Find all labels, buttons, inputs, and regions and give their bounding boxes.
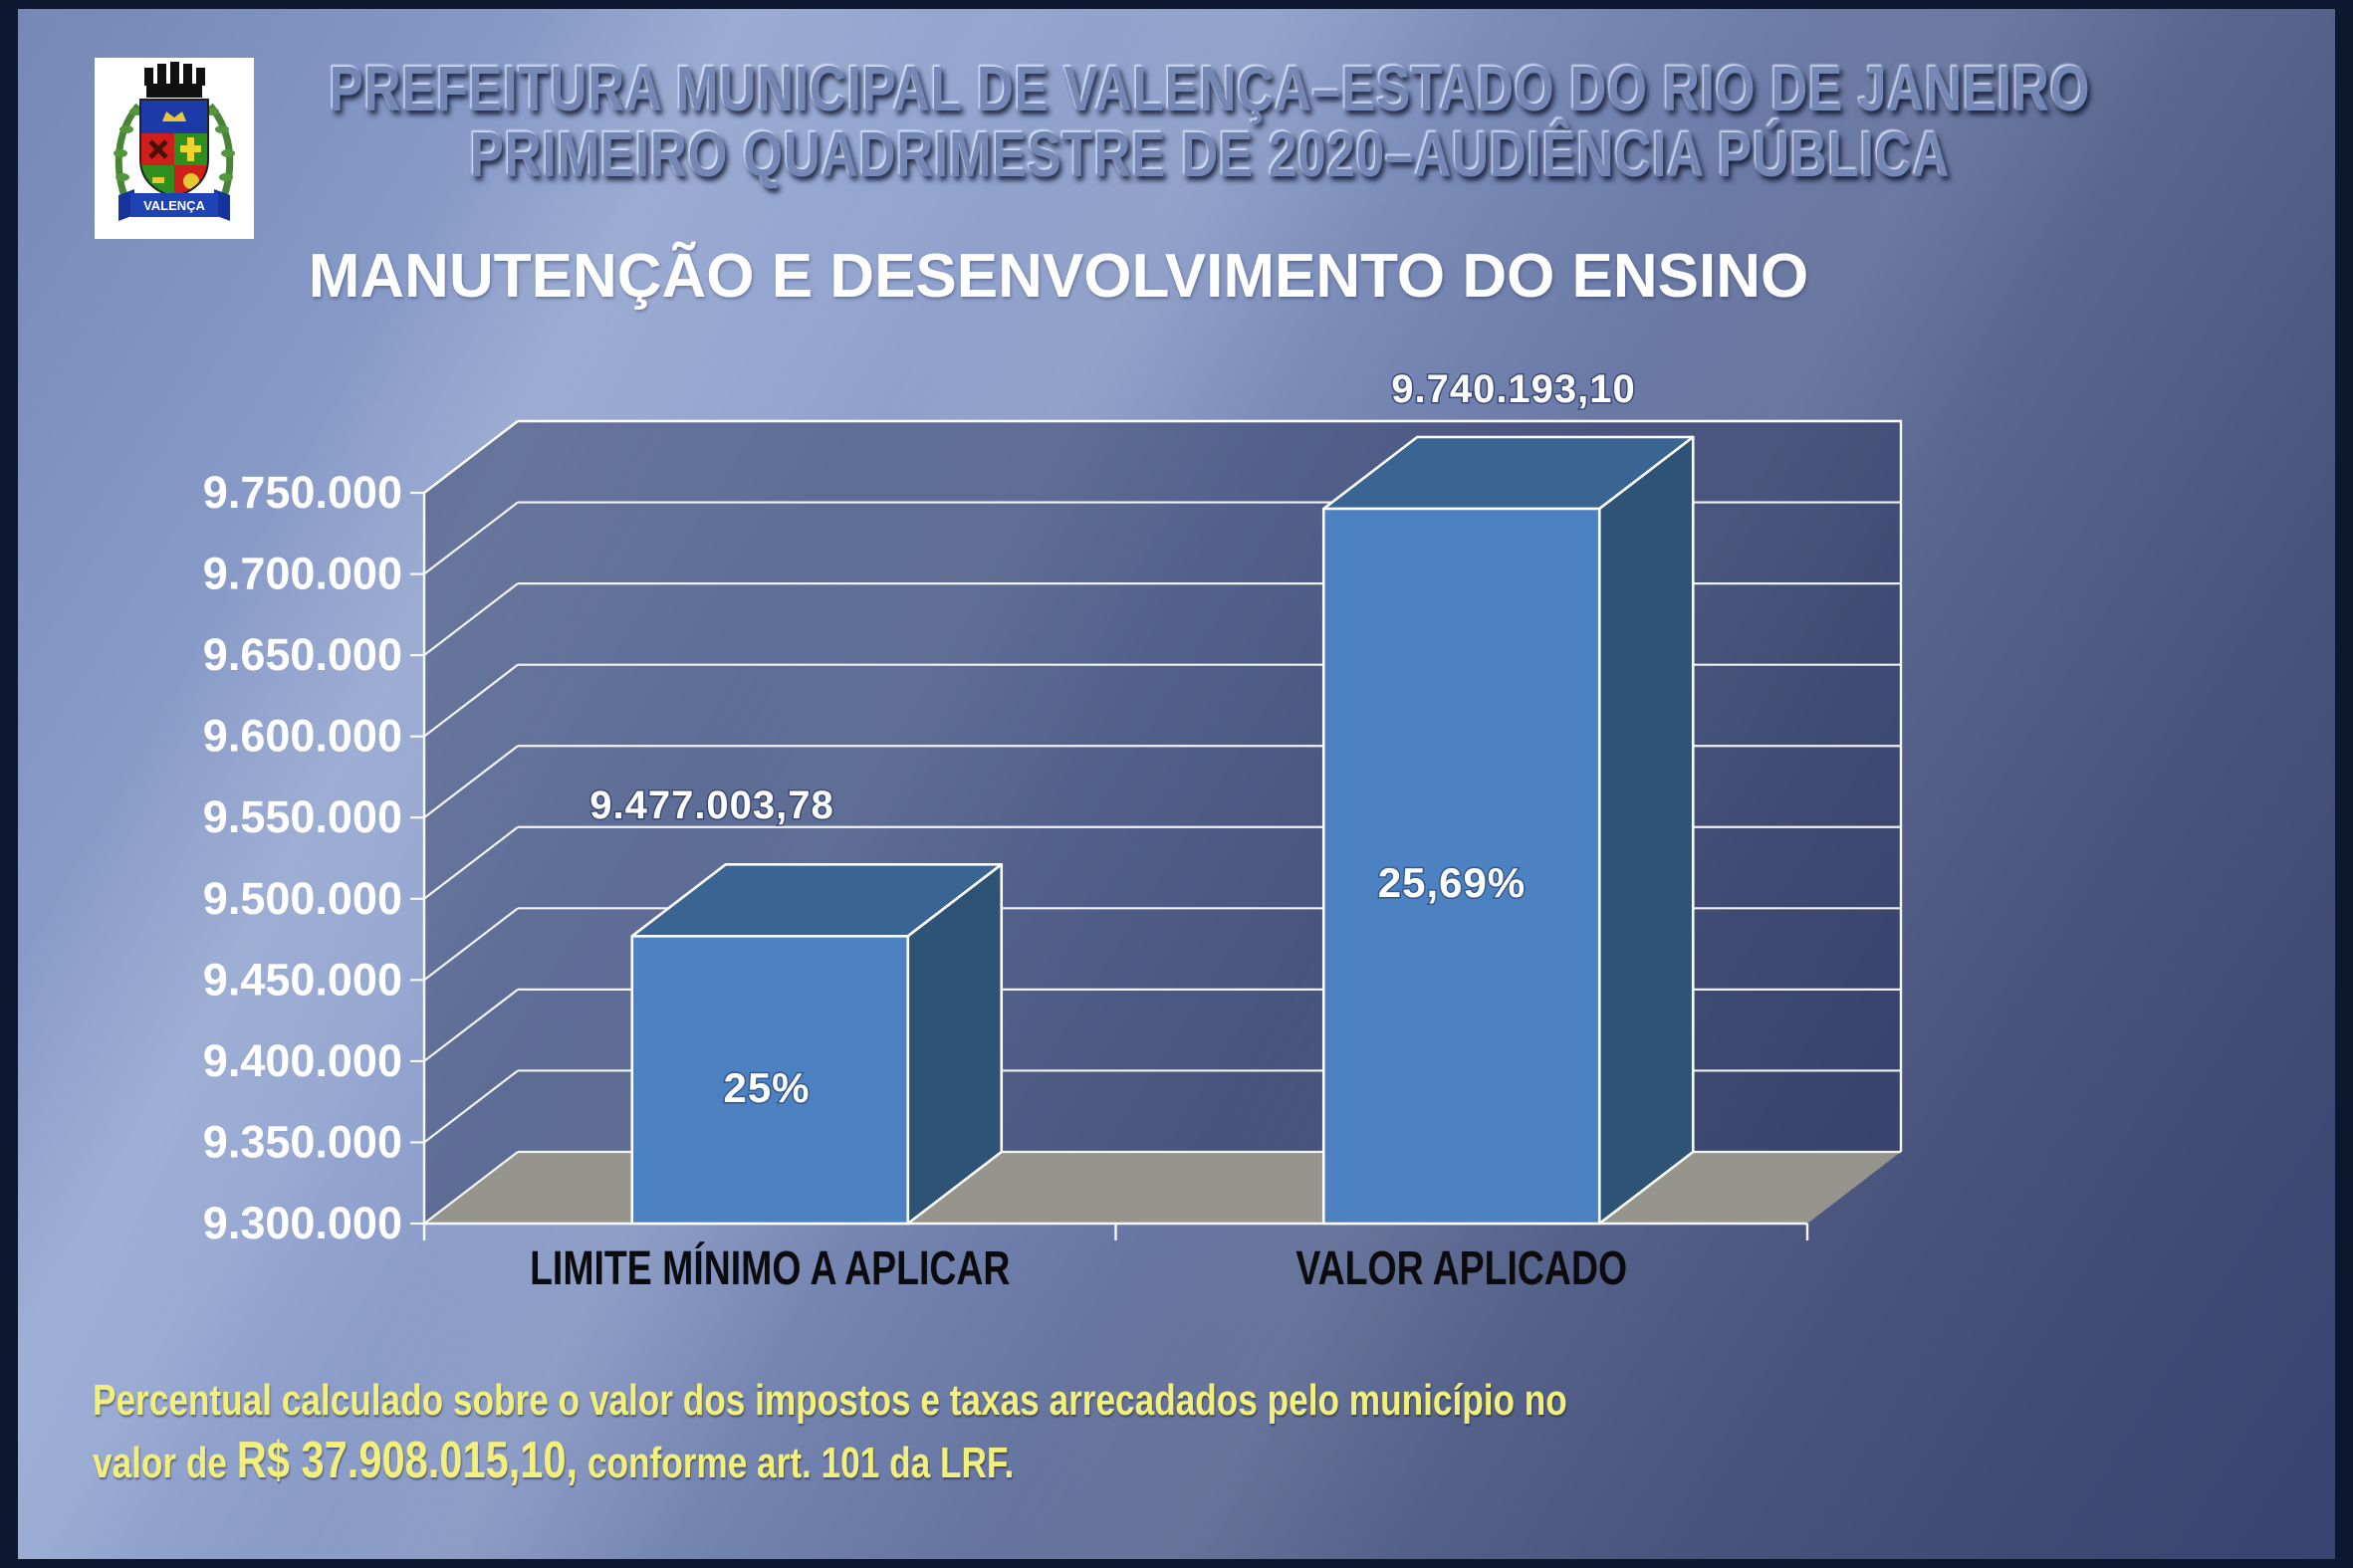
bar-front-face	[1321, 507, 1601, 1226]
header-line-2: PRIMEIRO QUADRIMESTRE DE 2020–AUDIÊNCIA …	[469, 118, 1951, 190]
ribbon-banner: VALENÇA	[118, 189, 230, 221]
footer-amount: R$ 37.908.015,10,	[236, 1432, 579, 1489]
mural-crown-icon	[144, 62, 205, 98]
gridline-depth	[423, 989, 519, 1062]
bar-side-face	[1597, 435, 1695, 1226]
y-axis-label: 9.350.000	[203, 1116, 402, 1167]
y-axis-label: 9.750.000	[203, 467, 402, 518]
bar-percent-label: 25,69%	[1378, 859, 1526, 906]
3d-bar-chart: 9.750.000 9.700.000 9.650.000 9.600.000 9.55…	[203, 366, 1903, 1296]
gridline-depth	[423, 663, 519, 738]
chart-left-wall	[424, 421, 518, 1224]
footer-line-2-suffix: conforme art. 101 da LRF.	[578, 1439, 1015, 1487]
gold-crown-detail	[162, 112, 186, 121]
gridline-depth	[423, 501, 519, 575]
y-axis-label: 9.700.000	[203, 549, 402, 599]
saltire-detail	[148, 139, 168, 159]
y-axis-label: 9.600.000	[203, 711, 402, 762]
gridline-depth	[423, 1151, 519, 1225]
bar-value-label: 9.477.003,78	[589, 784, 834, 827]
gridline-depth	[423, 745, 519, 819]
shield	[140, 100, 208, 197]
y-axis-label: 9.450.000	[203, 954, 402, 1005]
footer-line-2: valor de R$ 37.908.015,10, conforme art.…	[93, 1435, 1014, 1486]
slide: VALENÇA PREFEITURA MUNICIPAL DE VALENÇA–…	[18, 9, 2335, 1559]
bar-front-face	[630, 934, 910, 1226]
valenca-coat-of-arms-logo: VALENÇA	[95, 58, 254, 239]
gridline-depth	[423, 907, 519, 982]
footer-line-2-prefix: valor de	[93, 1439, 237, 1487]
slide-content-layer: VALENÇA PREFEITURA MUNICIPAL DE VALENÇA–…	[18, 9, 2335, 1559]
ribbon-text: VALENÇA	[143, 198, 205, 213]
y-axis-label: 9.550.000	[203, 791, 402, 842]
bar-value-label: 9.740.193,10	[1391, 367, 1636, 411]
y-axis-label: 9.300.000	[203, 1198, 402, 1248]
y-axis-label: 9.400.000	[203, 1035, 402, 1086]
gridline-depth	[423, 582, 519, 656]
category-label: LIMITE MÍNIMO A APLICAR	[530, 1242, 1010, 1296]
chart-title: MANUTENÇÃO E DESENVOLVIMENTO DO ENSINO	[308, 242, 1809, 311]
y-axis-label: 9.650.000	[203, 629, 402, 680]
footer-line-1: Percentual calculado sobre o valor dos i…	[93, 1376, 1567, 1425]
left-wall-top-edge	[423, 420, 519, 494]
back-wall-edge	[518, 419, 1903, 1152]
y-axis-label: 9.500.000	[203, 873, 402, 924]
header-line-1: PREFEITURA MUNICIPAL DE VALENÇA–ESTADO D…	[329, 53, 2091, 124]
bar-percent-label: 25%	[723, 1064, 810, 1111]
category-label: VALOR APLICADO	[1295, 1242, 1627, 1296]
gridline-depth	[423, 1069, 519, 1144]
coat-of-arms-graphic: VALENÇA	[95, 58, 254, 239]
gridline-depth	[423, 825, 519, 900]
laurel-leaves	[114, 108, 235, 181]
